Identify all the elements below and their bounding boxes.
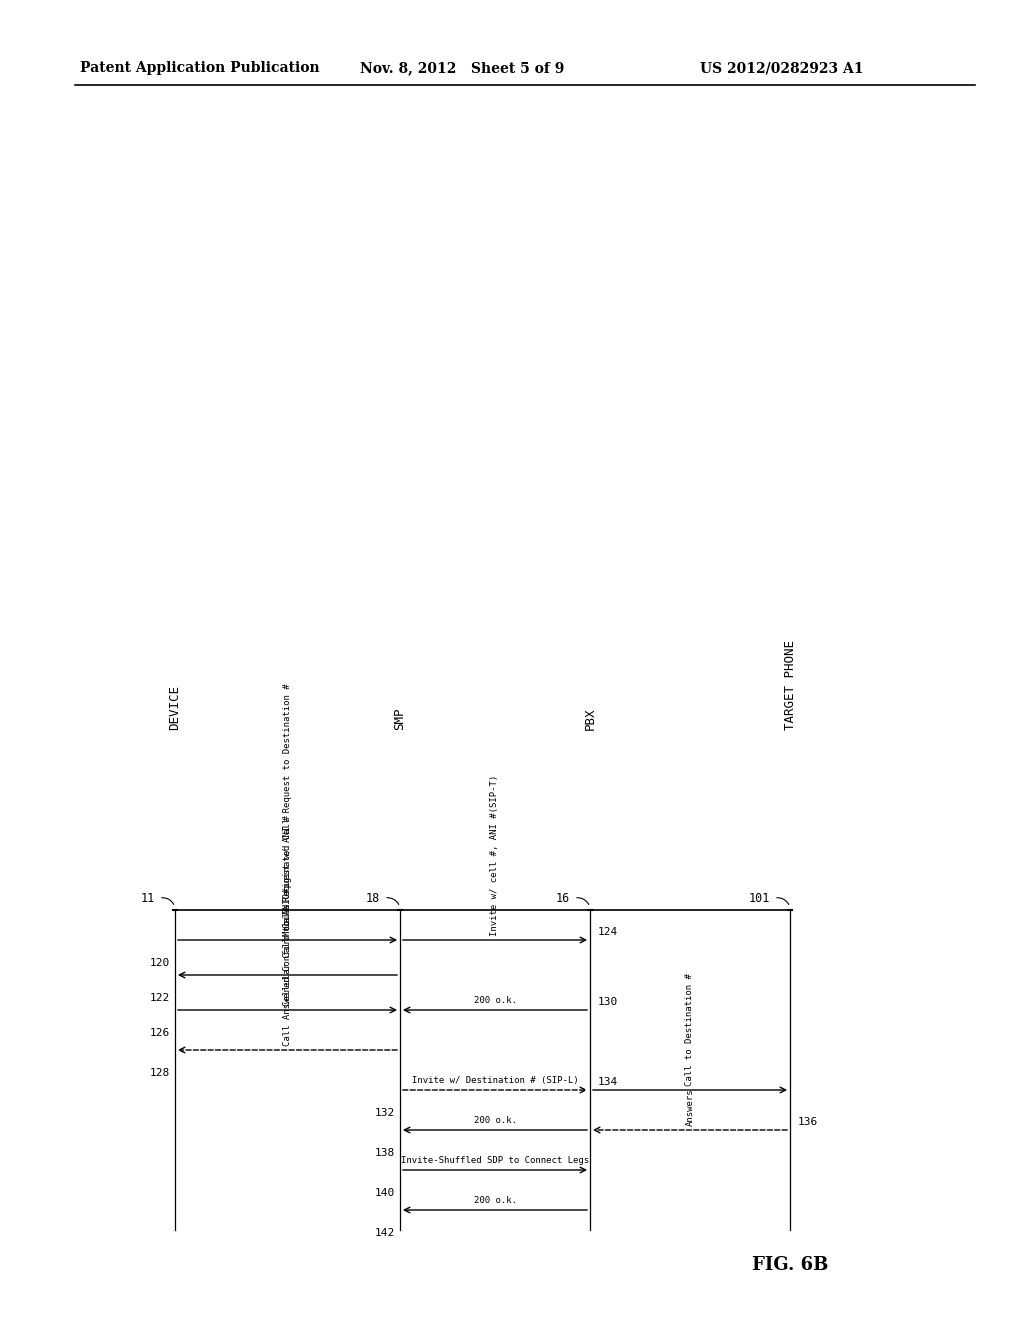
Text: Call Answered: Call Answered <box>283 975 292 1045</box>
Text: 122: 122 <box>150 993 170 1003</box>
Text: 124: 124 <box>598 927 618 937</box>
Text: 200 o.k.: 200 o.k. <box>473 1196 516 1205</box>
Text: 18: 18 <box>366 892 380 906</box>
Text: 136: 136 <box>798 1117 818 1127</box>
Text: PBX: PBX <box>584 708 597 730</box>
Text: 132: 132 <box>375 1107 395 1118</box>
Text: 128: 128 <box>150 1068 170 1078</box>
Text: 120: 120 <box>150 958 170 968</box>
Text: Confirm Call Request w/ ANI #: Confirm Call Request w/ ANI # <box>283 816 292 972</box>
Text: 200 o.k.: 200 o.k. <box>473 997 516 1005</box>
Text: 140: 140 <box>375 1188 395 1199</box>
Text: SMP: SMP <box>393 708 407 730</box>
Text: Mobile Originated Call Request to Destination #: Mobile Originated Call Request to Destin… <box>283 684 292 936</box>
Text: Invite w/ cell #, ANI #(SIP-T): Invite w/ cell #, ANI #(SIP-T) <box>490 775 500 936</box>
Text: 11: 11 <box>140 892 155 906</box>
Text: Patent Application Publication: Patent Application Publication <box>80 61 319 75</box>
Text: 134: 134 <box>598 1077 618 1086</box>
Text: 138: 138 <box>375 1148 395 1158</box>
Text: 142: 142 <box>375 1228 395 1238</box>
Text: Nov. 8, 2012   Sheet 5 of 9: Nov. 8, 2012 Sheet 5 of 9 <box>360 61 564 75</box>
Text: DEVICE: DEVICE <box>169 685 181 730</box>
Text: FIG. 6B: FIG. 6B <box>752 1257 828 1274</box>
Text: Cellular Call to ANI #: Cellular Call to ANI # <box>283 888 292 1006</box>
Text: Invite-Shuffled SDP to Connect Legs: Invite-Shuffled SDP to Connect Legs <box>401 1156 589 1166</box>
Text: Invite w/ Destination # (SIP-L): Invite w/ Destination # (SIP-L) <box>412 1076 579 1085</box>
Text: Answers: Answers <box>685 1089 694 1126</box>
Text: 200 o.k.: 200 o.k. <box>473 1115 516 1125</box>
Text: 126: 126 <box>150 1028 170 1038</box>
Text: TARGET PHONE: TARGET PHONE <box>783 640 797 730</box>
Text: Call to Destination #: Call to Destination # <box>685 973 694 1086</box>
Text: 130: 130 <box>598 997 618 1007</box>
Text: US 2012/0282923 A1: US 2012/0282923 A1 <box>700 61 863 75</box>
Text: 101: 101 <box>749 892 770 906</box>
Text: 16: 16 <box>556 892 570 906</box>
